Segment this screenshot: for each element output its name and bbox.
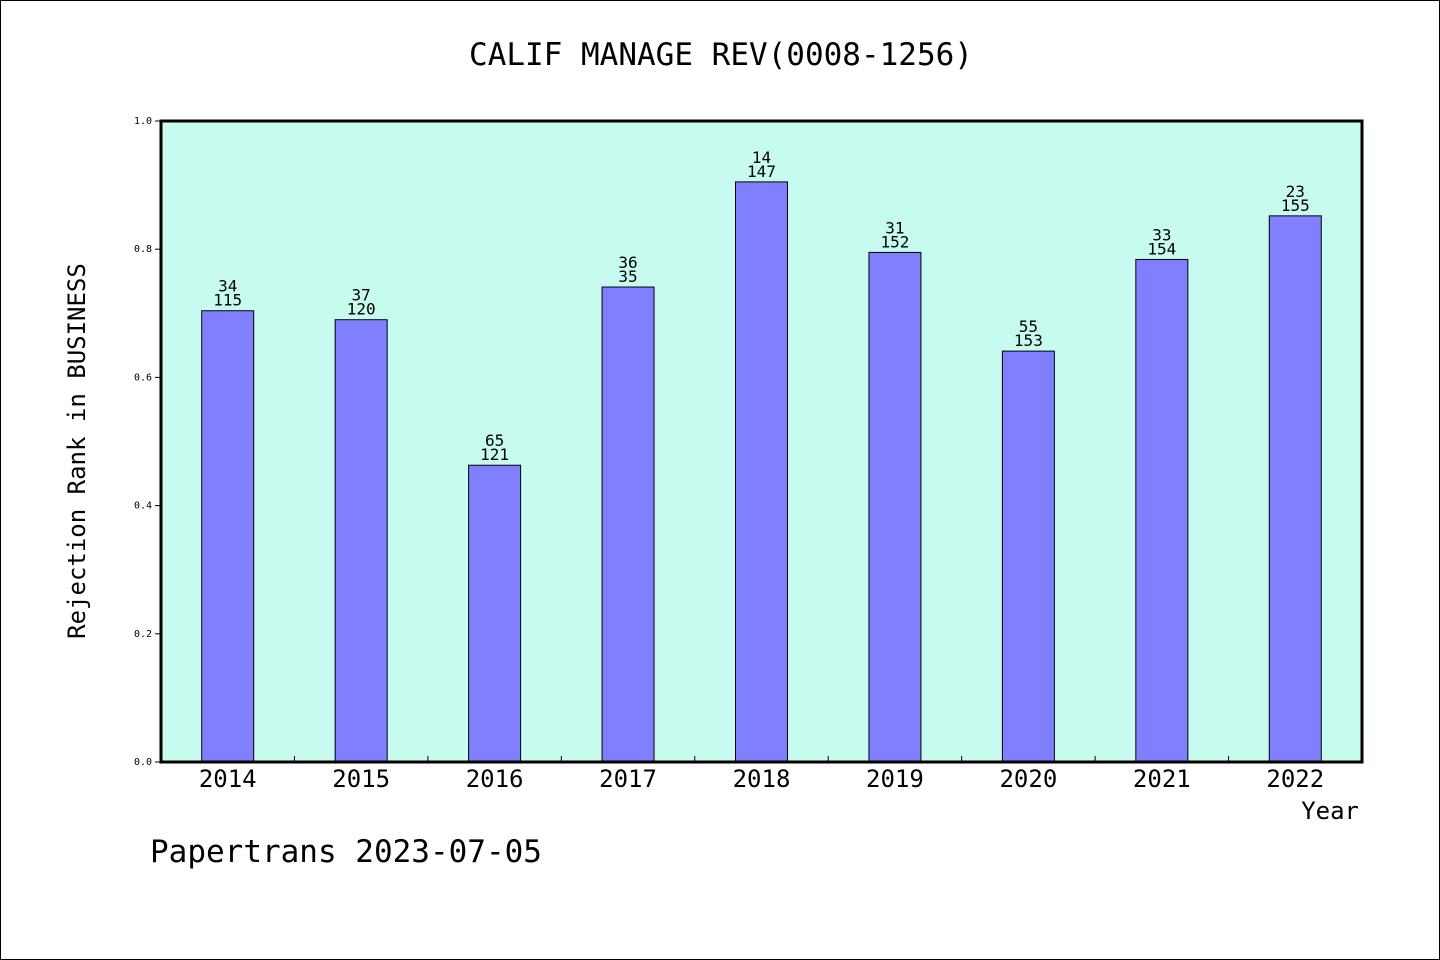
bar-label-bottom: 153 [1014,331,1043,350]
bar-label-top: 36 [618,253,637,272]
plot-border [159,119,1364,764]
bar-label-bottom: 155 [1281,196,1310,215]
chart-title: CALIF MANAGE REV(0008-1256) [469,37,973,73]
bar [1268,215,1322,763]
bar [1001,350,1055,763]
bar-label-bottom: 154 [1147,239,1176,258]
y-tick-label: 0.4 [134,501,152,512]
bar-label-top: 14 [752,148,771,167]
bar [601,286,655,763]
bar-label-bottom: 152 [880,232,909,251]
footer-credit: Papertrans 2023-07-05 [150,834,542,870]
bar-label-top: 33 [1152,225,1171,244]
bar [1135,258,1189,763]
y-tick-label: 0.8 [134,244,152,255]
x-tick-label: 2019 [866,765,924,793]
x-tick-label: 2018 [733,765,791,793]
y-tick-label: 0.6 [134,372,152,383]
bar-label-bottom: 121 [480,445,509,464]
x-tick-label: 2016 [466,765,524,793]
bar-label-bottom: 35 [618,267,637,286]
bar [868,251,922,763]
y-tick-label: 0.0 [134,757,152,768]
bar-label-top: 65 [485,431,504,450]
bar [201,310,255,763]
bar-label-top: 37 [352,286,371,305]
x-tick-label: 2017 [599,765,657,793]
bar-label-top: 55 [1019,317,1038,336]
x-tick-label: 2022 [1266,765,1324,793]
bar-label-bottom: 115 [213,291,242,310]
y-tick-label: 0.2 [134,629,152,640]
bar [735,181,788,763]
bar-label-top: 34 [218,277,237,296]
bar-label-top: 31 [885,218,904,237]
x-tick-label: 2015 [332,765,390,793]
bar [468,464,522,763]
y-tick-label: 1.0 [134,116,152,127]
bar-label-bottom: 120 [347,300,376,319]
x-tick-label: 2014 [199,765,257,793]
bar-label-bottom: 147 [747,162,776,181]
x-tick-label: 2020 [999,765,1057,793]
x-tick-label: 2021 [1133,765,1191,793]
x-axis-label: Year [1301,797,1359,825]
bar-label-top: 23 [1286,182,1305,201]
bar [334,319,388,763]
